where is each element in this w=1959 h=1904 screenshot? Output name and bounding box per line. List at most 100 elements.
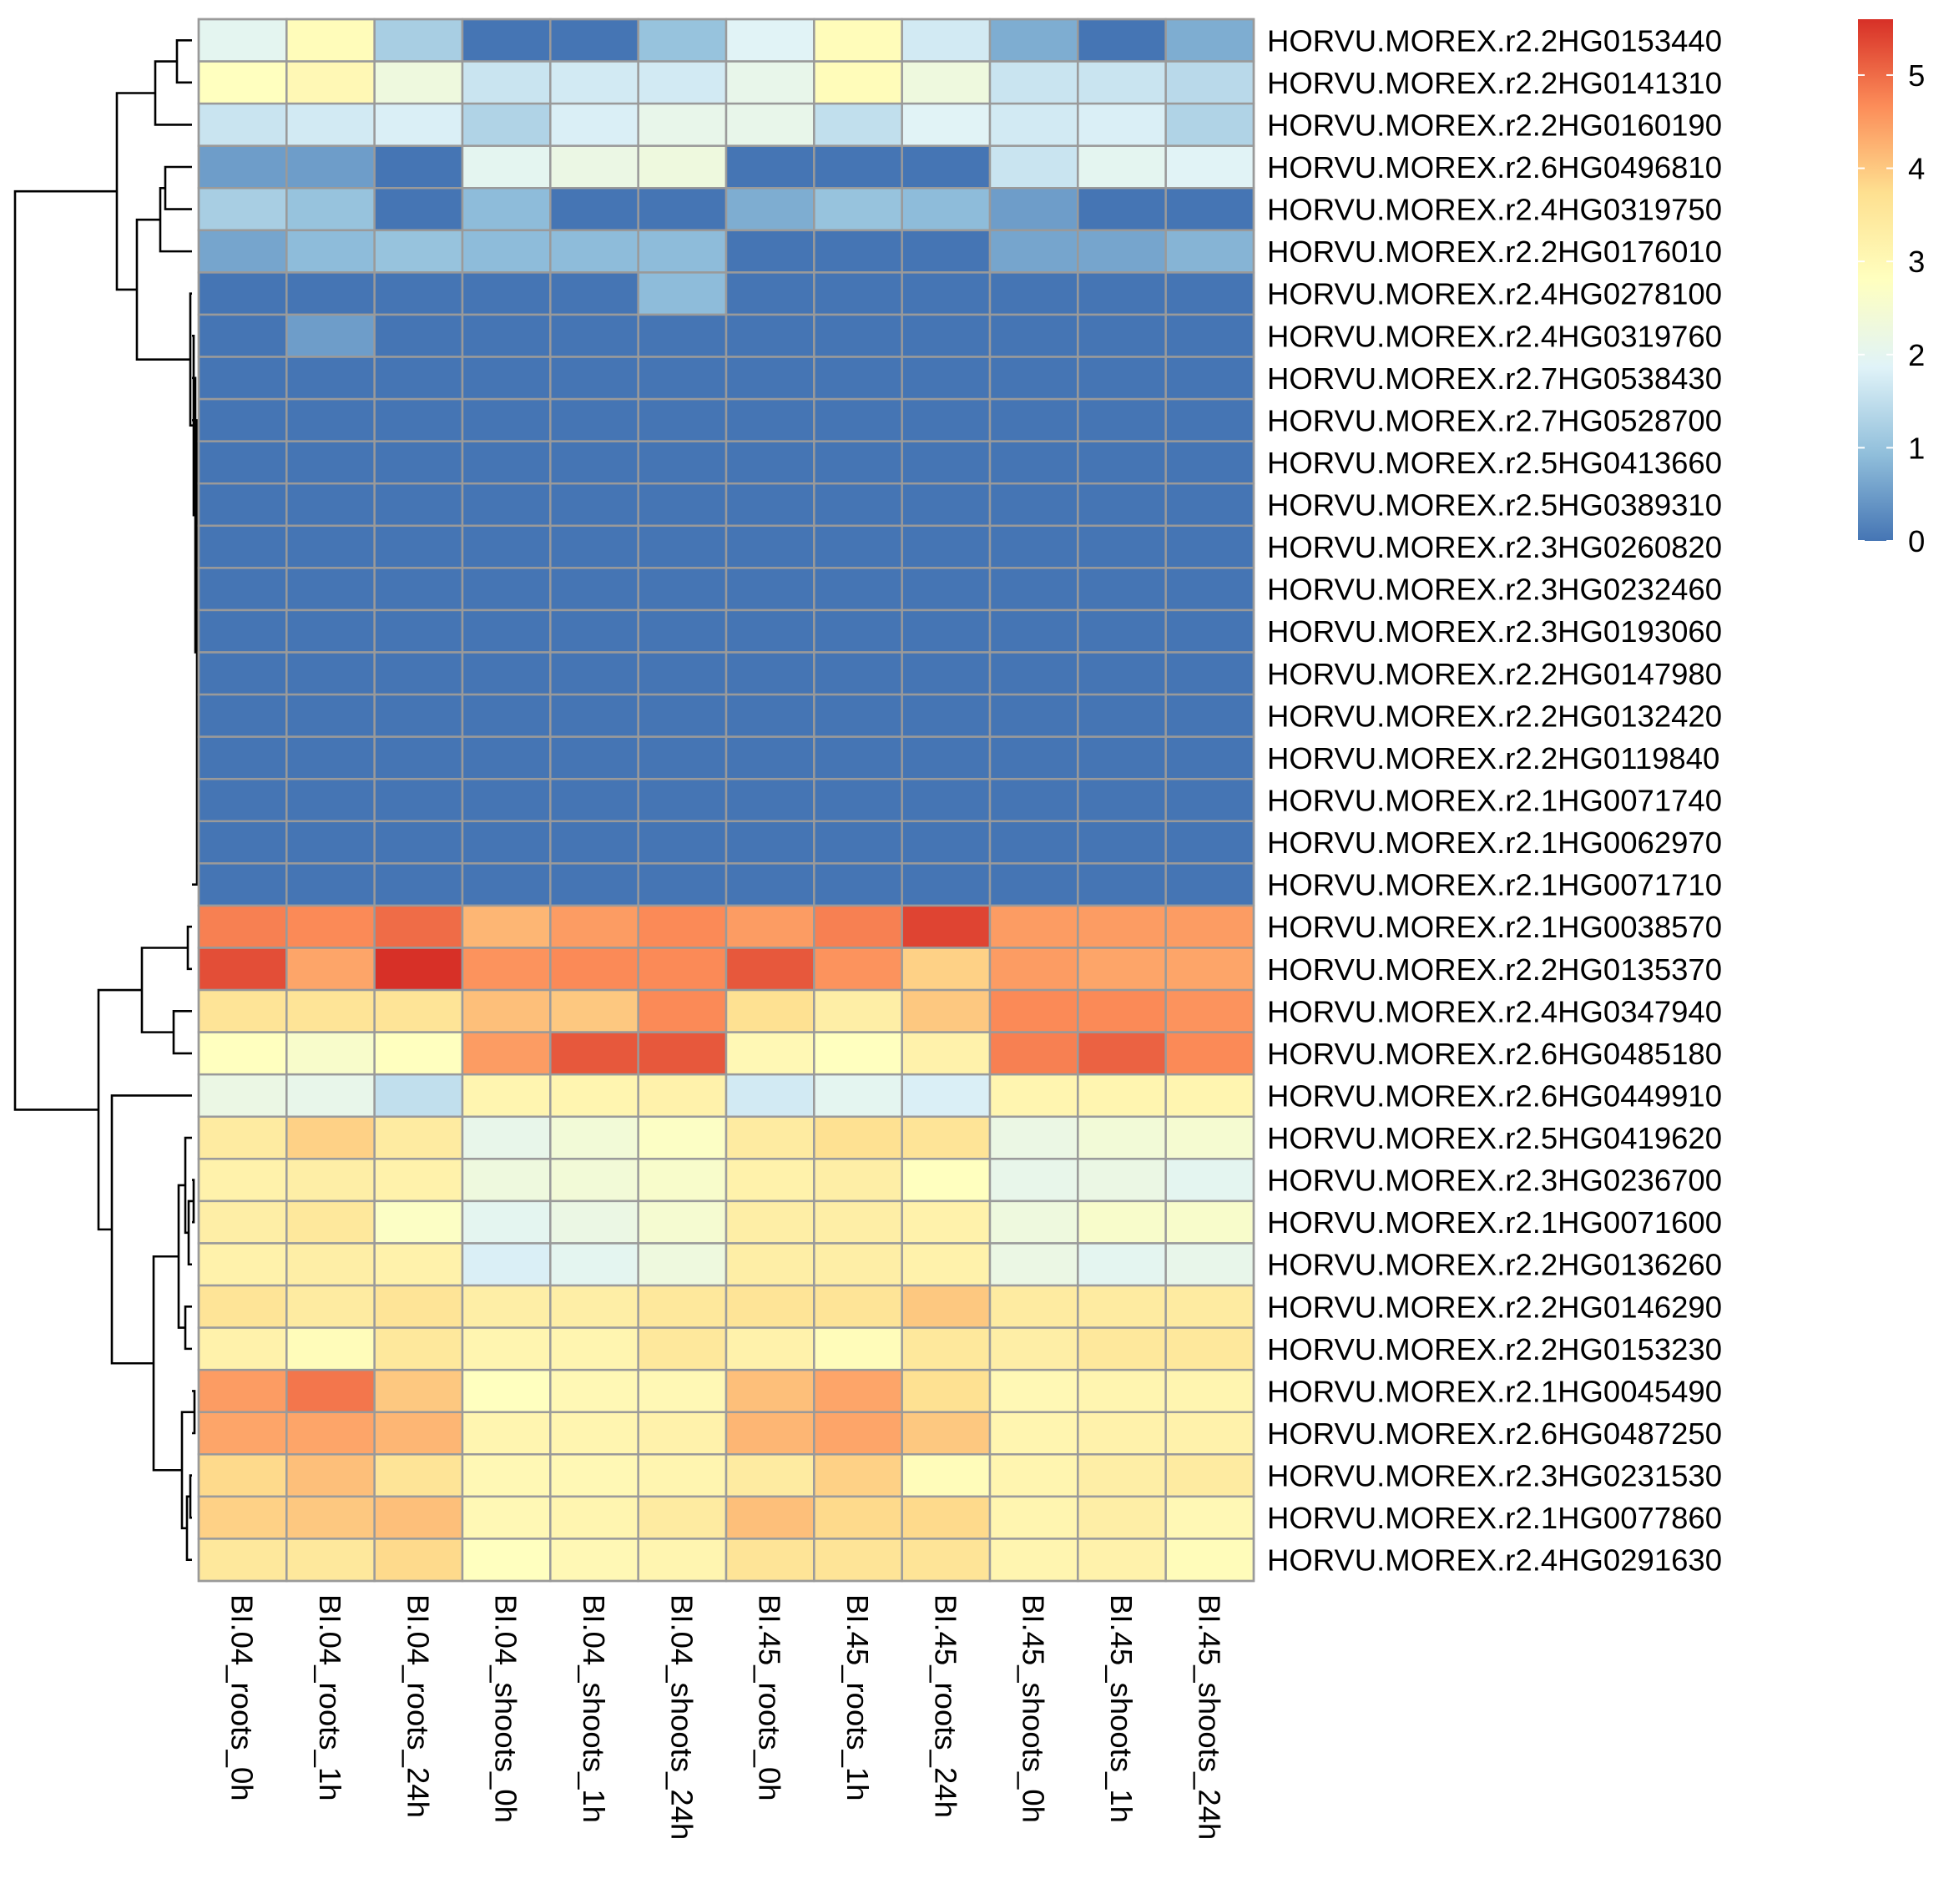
- heatmap-cell: [373, 144, 464, 189]
- heatmap-cell: [461, 60, 552, 105]
- heatmap-cell: [637, 651, 728, 696]
- row-label: HORVU.MOREX.r2.2HG0146290: [1267, 1290, 1722, 1324]
- heatmap-cell: [373, 1158, 464, 1203]
- heatmap-cell: [373, 1453, 464, 1498]
- row-label: HORVU.MOREX.r2.3HG0193060: [1267, 614, 1722, 649]
- heatmap-cell: [725, 524, 815, 569]
- heatmap-cell: [901, 397, 992, 442]
- legend-tick-label: 0: [1908, 524, 1925, 558]
- column-label: BI.45_roots_1h: [841, 1594, 875, 1801]
- heatmap-cell: [373, 482, 464, 528]
- heatmap-cell: [285, 947, 376, 992]
- heatmap-cell: [197, 609, 288, 654]
- heatmap-cell: [988, 18, 1079, 63]
- row-label: HORVU.MOREX.r2.1HG0077860: [1267, 1501, 1722, 1535]
- heatmap-cell: [461, 397, 552, 442]
- dendrogram-branch: [164, 165, 192, 210]
- heatmap-cell: [285, 1538, 376, 1583]
- dendrogram-branch: [140, 947, 188, 1033]
- heatmap-cell: [901, 1284, 992, 1329]
- heatmap-cell: [461, 693, 552, 738]
- heatmap-cell: [725, 609, 815, 654]
- heatmap-cell: [1077, 482, 1167, 528]
- row-label: HORVU.MOREX.r2.1HG0071710: [1267, 868, 1722, 902]
- heatmap-cell: [1077, 1073, 1167, 1119]
- dendrogram-branch: [184, 1306, 192, 1351]
- row-label: HORVU.MOREX.r2.6HG0487250: [1267, 1417, 1722, 1451]
- heatmap-cell: [901, 187, 992, 232]
- row-label: HORVU.MOREX.r2.2HG0147980: [1267, 657, 1722, 691]
- heatmap-cell: [637, 1073, 728, 1119]
- heatmap-cell: [637, 102, 728, 147]
- heatmap-cell: [549, 904, 639, 949]
- heatmap-cell: [461, 1115, 552, 1160]
- heatmap-cell: [637, 313, 728, 358]
- heatmap-cell: [1077, 440, 1167, 485]
- heatmap-cell: [988, 1453, 1079, 1498]
- heatmap-cell: [725, 567, 815, 612]
- heatmap-cell: [1164, 187, 1255, 232]
- heatmap-cell: [988, 820, 1079, 865]
- heatmap-cell: [988, 947, 1079, 992]
- heatmap-cell: [285, 735, 376, 780]
- heatmap-cell: [197, 524, 288, 569]
- heatmap-cell: [901, 1495, 992, 1540]
- heatmap-cell: [988, 397, 1079, 442]
- heatmap-cell: [461, 313, 552, 358]
- row-label: HORVU.MOREX.r2.2HG0119840: [1267, 741, 1719, 775]
- heatmap-cell: [197, 735, 288, 780]
- column-label: BI.04_roots_1h: [313, 1594, 347, 1801]
- legend-color-bar: [1858, 19, 1893, 541]
- heatmap-cell: [1164, 313, 1255, 358]
- row-label: HORVU.MOREX.r2.2HG0176010: [1267, 235, 1722, 269]
- row-label: HORVU.MOREX.r2.2HG0135370: [1267, 952, 1722, 987]
- heatmap-cell: [197, 1073, 288, 1119]
- heatmap-cell: [549, 1115, 639, 1160]
- heatmap-cell: [813, 1031, 903, 1076]
- column-label: BI.04_shoots_1h: [577, 1594, 611, 1823]
- heatmap-cell: [988, 102, 1079, 147]
- heatmap-cell: [197, 947, 288, 992]
- heatmap-cell: [813, 862, 903, 907]
- heatmap-cell: [637, 947, 728, 992]
- heatmap-cell: [373, 440, 464, 485]
- heatmap-cell: [197, 1368, 288, 1413]
- heatmap-cell: [549, 271, 639, 316]
- heatmap-cell: [373, 1073, 464, 1119]
- heatmap-cell: [813, 187, 903, 232]
- heatmap-cell: [461, 1199, 552, 1245]
- column-label: BI.04_roots_24h: [401, 1594, 435, 1818]
- dendrogram-branch: [110, 1094, 192, 1365]
- heatmap-cell: [725, 1284, 815, 1329]
- row-label: HORVU.MOREX.r2.3HG0231530: [1267, 1459, 1722, 1493]
- heatmap-cell: [197, 187, 288, 232]
- heatmap-cell: [901, 1115, 992, 1160]
- heatmap-cell: [373, 1495, 464, 1540]
- heatmap-cell: [461, 102, 552, 147]
- heatmap-cell: [197, 777, 288, 823]
- heatmap-cell: [813, 947, 903, 992]
- row-label: HORVU.MOREX.r2.2HG0153440: [1267, 23, 1722, 58]
- column-label: BI.04_shoots_0h: [489, 1594, 523, 1823]
- heatmap-cell: [901, 735, 992, 780]
- heatmap-cell: [1077, 777, 1167, 823]
- heatmap-cell: [988, 904, 1079, 949]
- heatmap-cell: [901, 524, 992, 569]
- heatmap-cell: [285, 862, 376, 907]
- heatmap-cell: [197, 693, 288, 738]
- heatmap-cell: [1077, 567, 1167, 612]
- heatmap-cell: [549, 609, 639, 654]
- heatmap-cell: [1164, 1453, 1255, 1498]
- heatmap-cell: [725, 1368, 815, 1413]
- heatmap-cell: [637, 187, 728, 232]
- heatmap-cell: [197, 1411, 288, 1456]
- heatmap-cell: [197, 356, 288, 401]
- heatmap-cell: [1164, 1242, 1255, 1287]
- heatmap-cell: [725, 1158, 815, 1203]
- heatmap-cell: [197, 1326, 288, 1371]
- heatmap-cell: [637, 1411, 728, 1456]
- heatmap-cell: [813, 1495, 903, 1540]
- heatmap-cell: [637, 397, 728, 442]
- legend-tick-label: 2: [1908, 338, 1925, 372]
- heatmap-cell: [549, 229, 639, 274]
